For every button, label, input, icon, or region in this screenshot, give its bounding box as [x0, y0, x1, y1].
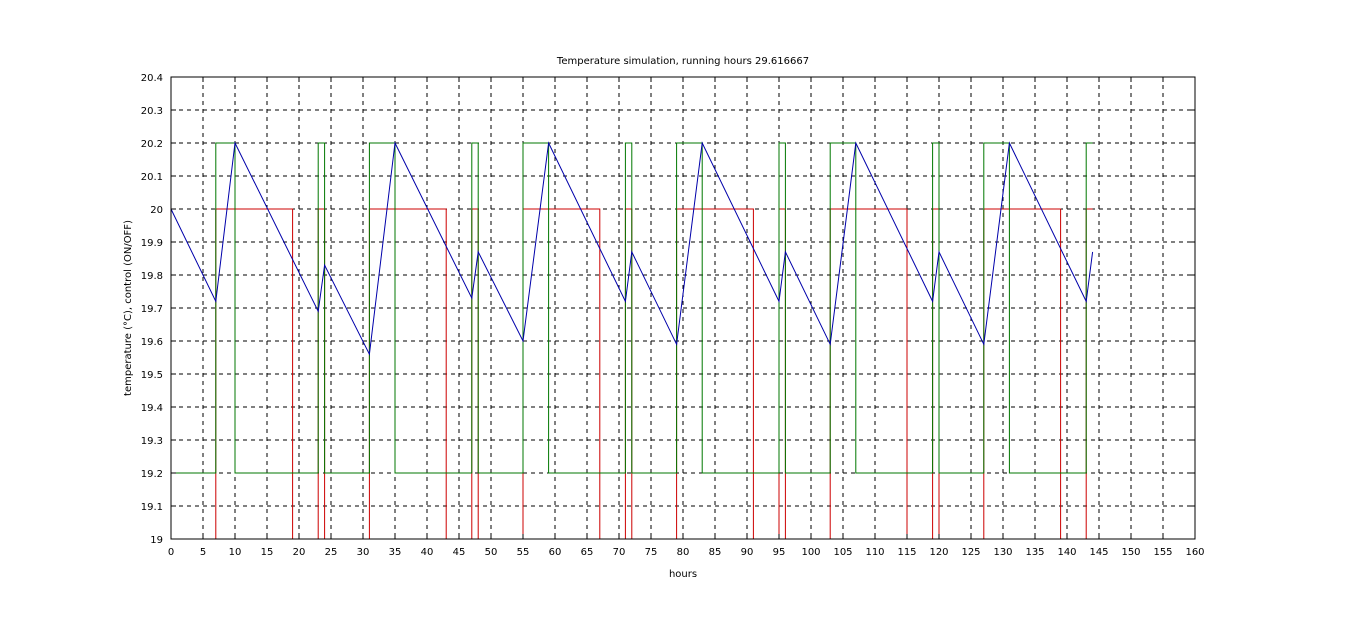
x-tick-label: 95 [773, 547, 786, 558]
x-tick-label: 0 [168, 547, 174, 558]
x-tick-label: 80 [677, 547, 690, 558]
x-tick-label: 10 [229, 547, 242, 558]
x-tick-label: 100 [801, 547, 820, 558]
x-tick-label: 85 [709, 547, 722, 558]
x-tick-label: 155 [1153, 547, 1172, 558]
x-tick-label: 30 [357, 547, 370, 558]
y-tick-label: 19.8 [141, 271, 163, 282]
x-tick-label: 55 [517, 547, 530, 558]
y-tick-label: 19.7 [141, 304, 163, 315]
x-tick-label: 150 [1121, 547, 1140, 558]
series-line-2 [171, 142, 1093, 474]
x-tick-label: 65 [581, 547, 594, 558]
x-tick-label: 125 [961, 547, 980, 558]
x-tick-label: 25 [325, 547, 338, 558]
y-axis: 19 19.1 19.2 19.3 19.4 19.5 19.6 19.7 19.8 19.9 20… [141, 73, 1195, 546]
x-tick-label: 110 [865, 547, 884, 558]
y-tick-label: 19 [150, 535, 163, 546]
y-tick-label: 20.2 [141, 139, 163, 150]
chart-series [170, 141, 1094, 540]
y-tick-label: 19.3 [141, 436, 163, 447]
x-tick-label: 35 [389, 547, 402, 558]
y-tick-label: 19.2 [141, 469, 163, 480]
y-tick-label: 20 [150, 205, 163, 216]
x-tick-label: 5 [200, 547, 206, 558]
x-tick-label: 130 [993, 547, 1012, 558]
y-tick-label: 19.6 [141, 337, 163, 348]
y-axis-label: temperature (°C), control (ON/OFF) [123, 220, 134, 396]
y-tick-label: 20.1 [141, 172, 163, 183]
x-tick-label: 45 [453, 547, 466, 558]
x-tick-label: 115 [897, 547, 916, 558]
x-tick-label: 135 [1025, 547, 1044, 558]
x-axis: 0 5 10 15 20 25 30 35 40 45 50 55 60 65 70 75 80 85 90 95 10… [168, 77, 1205, 558]
x-tick-label: 40 [421, 547, 434, 558]
x-tick-label: 70 [613, 547, 626, 558]
x-tick-label: 75 [645, 547, 658, 558]
y-tick-label: 19.4 [141, 403, 163, 414]
y-tick-label: 19.9 [141, 238, 163, 249]
x-tick-label: 60 [549, 547, 562, 558]
y-tick-label: 20.3 [141, 106, 163, 117]
x-tick-label: 15 [261, 547, 274, 558]
x-tick-label: 20 [293, 547, 306, 558]
y-tick-label: 20.4 [141, 73, 163, 84]
x-tick-label: 140 [1057, 547, 1076, 558]
series-line-3 [170, 141, 1094, 356]
y-tick-label: 19.1 [141, 502, 163, 513]
x-tick-label: 145 [1089, 547, 1108, 558]
chart-title: Temperature simulation, running hours 29… [556, 56, 809, 67]
x-axis-label: hours [669, 569, 697, 580]
x-tick-label: 90 [741, 547, 754, 558]
x-tick-label: 105 [833, 547, 852, 558]
y-tick-label: 19.5 [141, 370, 163, 381]
x-tick-label: 160 [1185, 547, 1204, 558]
x-tick-label: 50 [485, 547, 498, 558]
x-tick-label: 120 [929, 547, 948, 558]
